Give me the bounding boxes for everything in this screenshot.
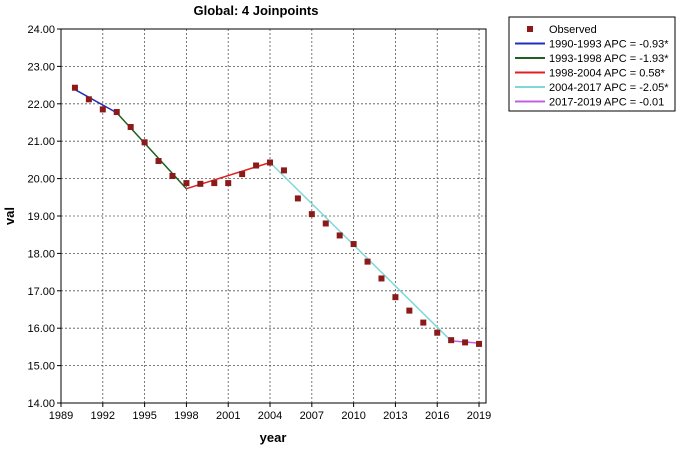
y-tick-label: 20.00 (27, 174, 55, 186)
observed-point (350, 241, 357, 248)
observed-point (127, 123, 134, 130)
observed-point (336, 232, 343, 239)
x-tick-label: 1995 (132, 410, 156, 422)
y-tick-label: 17.00 (27, 286, 55, 298)
x-tick-label: 2010 (341, 410, 365, 422)
legend-label: 1993-1998 APC = -1.93* (549, 53, 669, 65)
x-tick-label: 2004 (258, 410, 282, 422)
y-tick-label: 24.00 (27, 24, 55, 36)
observed-point (406, 307, 413, 314)
observed-point (169, 172, 176, 179)
observed-point (420, 319, 427, 326)
x-tick-label: 2001 (216, 410, 240, 422)
y-tick-label: 14.00 (27, 398, 55, 410)
observed-point (253, 162, 260, 169)
legend-label: 1998-2004 APC = 0.58* (549, 68, 666, 80)
y-tick-label: 22.00 (27, 99, 55, 111)
observed-point (141, 139, 148, 146)
x-tick-label: 1992 (91, 410, 115, 422)
fit-line-segment (269, 161, 452, 342)
observed-point (462, 339, 469, 346)
observed-point (85, 96, 92, 103)
x-tick-label: 2013 (383, 410, 407, 422)
observed-point (239, 171, 246, 178)
legend-label: 1990-1993 APC = -0.93* (549, 39, 669, 51)
observed-point (280, 167, 287, 174)
legend-label: 2017-2019 APC = -0.01 (549, 97, 664, 109)
observed-point (364, 258, 371, 265)
observed-point (267, 159, 274, 166)
x-tick-label: 2007 (300, 410, 324, 422)
x-tick-label: 1998 (174, 410, 198, 422)
x-tick-label: 2019 (467, 410, 491, 422)
grid (61, 29, 486, 403)
observed-point (99, 106, 106, 113)
legend-box (508, 16, 676, 112)
observed-point (197, 180, 204, 187)
legend-marker-observed (527, 26, 533, 32)
observed-point (448, 337, 455, 344)
observed-point (183, 180, 190, 187)
legend-label: 2004-2017 APC = -2.05* (549, 82, 669, 94)
legend-label: Observed (549, 24, 597, 36)
x-axis-ticks: 1989 1992 1995 1998 2001 2004 2007 2010 2013 2016… (49, 403, 491, 422)
observed-point (378, 275, 385, 282)
y-tick-label: 21.00 (27, 136, 55, 148)
chart-title: Global: 4 Joinpoints (194, 3, 319, 18)
observed-point (322, 220, 329, 227)
observed-points (71, 84, 483, 347)
observed-point (308, 211, 315, 218)
x-axis-label: year (260, 430, 287, 445)
y-tick-label: 18.00 (27, 248, 55, 260)
observed-point (225, 180, 232, 187)
observed-point (155, 158, 162, 165)
x-tick-label: 1989 (49, 410, 73, 422)
observed-point (434, 329, 441, 336)
fit-line-segment (116, 112, 187, 190)
observed-point (71, 84, 78, 91)
y-tick-label: 23.00 (27, 61, 55, 73)
y-tick-label: 15.00 (27, 361, 55, 373)
y-axis-ticks: 14.00 15.00 16.00 17.00 18.00 19.00 20.00 21.00… (27, 24, 61, 410)
observed-point (113, 109, 120, 116)
observed-point (294, 195, 301, 202)
y-tick-label: 19.00 (27, 211, 55, 223)
observed-point (476, 340, 483, 347)
fit-line-segment (74, 88, 118, 114)
legend: Observed 1990-1993 APC = -0.93* 1993-1998 … (508, 16, 676, 112)
observed-point (392, 294, 399, 301)
x-tick-label: 2016 (425, 410, 449, 422)
observed-point (211, 180, 218, 187)
y-tick-label: 16.00 (27, 323, 55, 335)
y-axis-label: val (2, 207, 17, 225)
